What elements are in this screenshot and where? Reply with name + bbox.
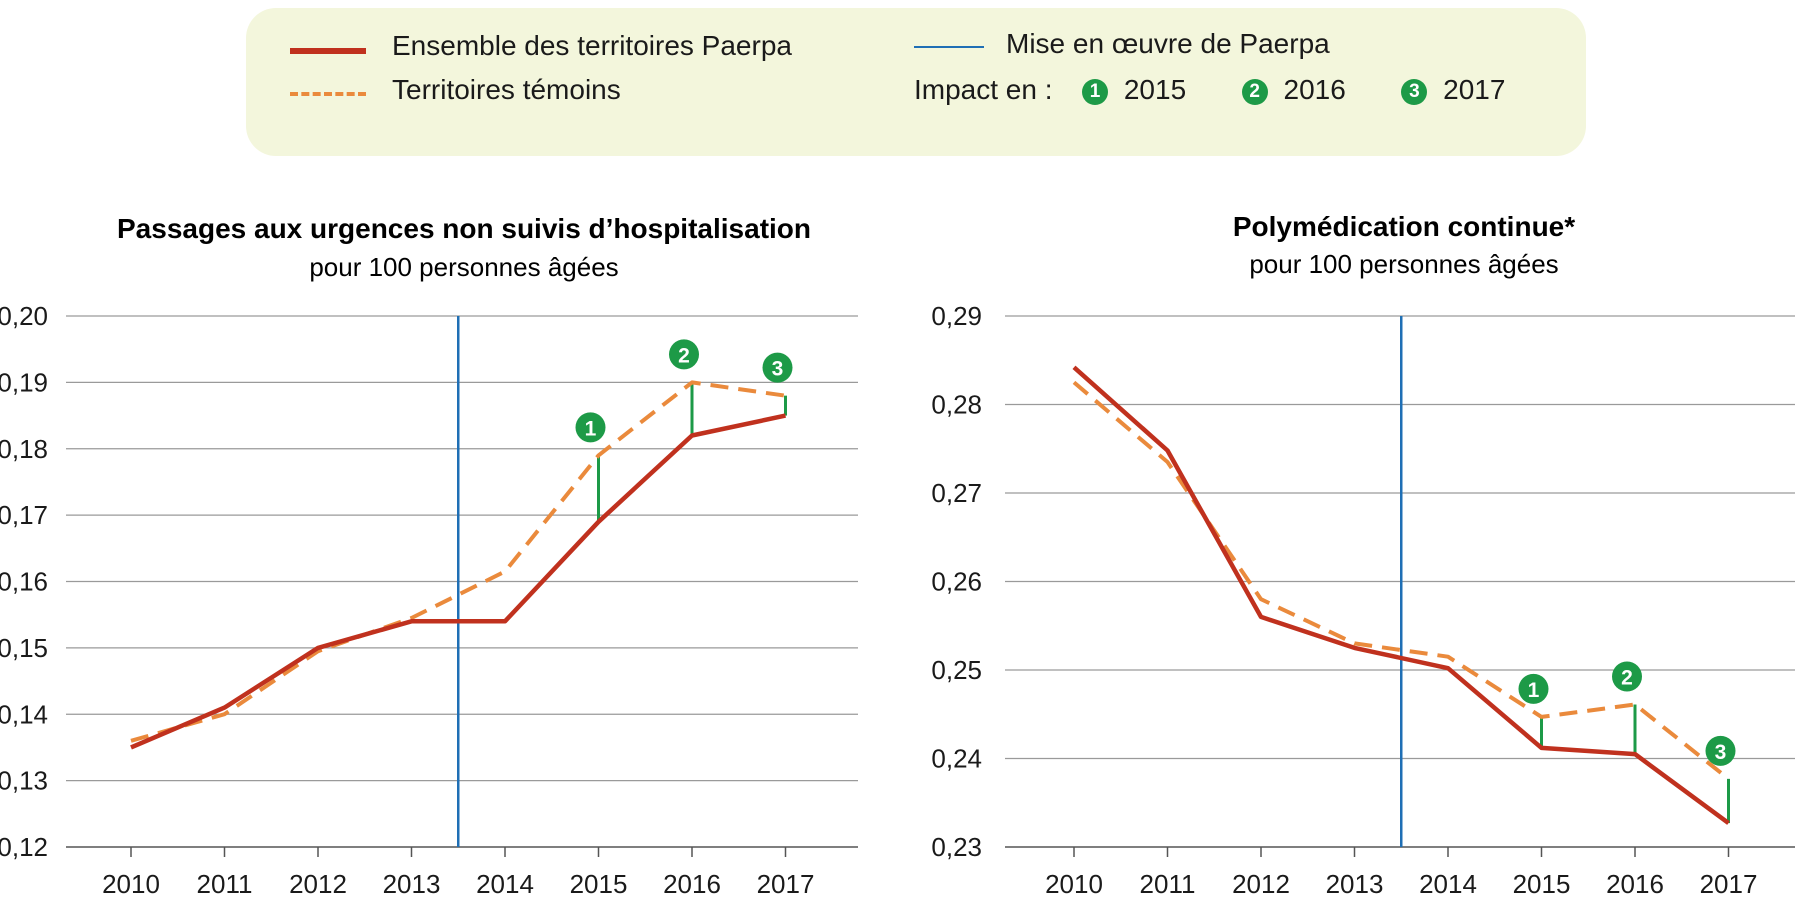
legend-label-main: Ensemble des territoires Paerpa <box>392 30 792 61</box>
x-tick-label: 2017 <box>757 869 815 899</box>
chart-1-title: Passages aux urgences non suivis d’hospi… <box>117 213 811 244</box>
y-tick-label: 0,18 <box>0 434 48 464</box>
x-tick-label: 2016 <box>1606 869 1664 899</box>
legend-impact-label: Impact en : <box>914 74 1053 105</box>
x-tick-label: 2012 <box>1232 869 1290 899</box>
x-tick-label: 2014 <box>476 869 534 899</box>
impact-badge-icon <box>669 339 699 370</box>
legend-swatch-main <box>290 48 366 54</box>
legend-impact-year: 2015 <box>1123 74 1187 105</box>
y-tick-label: 0,16 <box>0 567 48 597</box>
impact-badge-label: 1 <box>1528 679 1540 702</box>
impact-badge-icon: 1 <box>1082 78 1109 105</box>
impact-badge-label: 1 <box>585 417 597 440</box>
x-tick-label: 2012 <box>289 869 347 899</box>
x-tick-label: 2010 <box>1045 869 1103 899</box>
y-tick-label: 0,20 <box>0 301 48 331</box>
x-tick-label: 2014 <box>1419 869 1477 899</box>
legend-swatch-vline <box>914 46 984 48</box>
legend-label-control: Territoires témoins <box>392 74 621 105</box>
y-tick-label: 0,14 <box>0 699 48 729</box>
series-line-paerpa <box>1072 365 1730 825</box>
series-line-paerpa <box>130 413 786 750</box>
chart-1-subtitle: pour 100 personnes âgées <box>309 252 618 282</box>
chart-2-title: Polymédication continue* <box>1233 211 1575 242</box>
chart-1-plot: 0,12 0,13 0,14 0,15 0,16 0,17 0,18 0,19 0,20 2010… <box>0 301 858 899</box>
impact-badge-icon <box>1612 661 1642 692</box>
y-tick-label: 0,28 <box>931 390 982 420</box>
x-tick-label: 2017 <box>1700 869 1758 899</box>
impact-badge-icon <box>1518 673 1549 704</box>
x-tick-label: 2011 <box>197 869 253 899</box>
impact-badge-icon: 2 <box>1241 78 1268 105</box>
y-tick-label: 0,17 <box>0 500 48 530</box>
y-tick-label: 0,13 <box>0 766 48 796</box>
legend-label-vline: Mise en œuvre de Paerpa <box>1006 28 1330 59</box>
impact-badge-icon <box>1705 735 1736 766</box>
impact-badge-icon <box>762 352 793 383</box>
y-tick-label: 0,26 <box>931 567 982 597</box>
legend-impact-year: 2017 <box>1443 74 1506 105</box>
x-tick-label: 2015 <box>570 869 628 899</box>
impact-badge-label: 3 <box>772 358 784 381</box>
y-tick-label: 0,25 <box>931 655 982 685</box>
legend-impact-row: Impact en : 1 2015 2 2016 3 2017 <box>914 74 1505 106</box>
y-tick-label: 0,24 <box>931 744 982 774</box>
x-tick-label: 2013 <box>1326 869 1384 899</box>
series-line-temoins <box>1072 380 1730 781</box>
impact-badge-icon: 3 <box>1401 78 1428 105</box>
series-line-temoins <box>130 380 786 743</box>
legend-impact-year: 2016 <box>1283 74 1346 105</box>
impact-badge-label: 2 <box>1621 667 1633 690</box>
chart-2-subtitle: pour 100 personnes âgées <box>1249 249 1558 279</box>
y-tick-label: 0,19 <box>0 367 48 397</box>
y-tick-label: 0,23 <box>931 832 982 862</box>
y-tick-label: 0,29 <box>931 301 982 331</box>
x-tick-label: 2016 <box>663 869 721 899</box>
y-tick-label: 0,12 <box>0 832 48 862</box>
y-tick-label: 0,15 <box>0 633 48 663</box>
x-tick-label: 2013 <box>383 869 441 899</box>
x-tick-label: 2015 <box>1513 869 1571 899</box>
legend-box: Ensemble des territoires Paerpa Territoi… <box>246 8 1586 156</box>
chart-2-plot: 0,23 0,24 0,25 0,26 0,27 0,28 0,29 2010 2011 2012… <box>931 301 1795 899</box>
impact-badge-label: 2 <box>678 344 690 367</box>
y-tick-label: 0,27 <box>931 478 982 508</box>
impact-badge-label: 3 <box>1715 741 1727 764</box>
legend-swatch-control <box>290 92 366 96</box>
x-tick-label: 2011 <box>1140 869 1196 899</box>
impact-badge-icon <box>575 412 606 443</box>
x-tick-label: 2010 <box>102 869 160 899</box>
